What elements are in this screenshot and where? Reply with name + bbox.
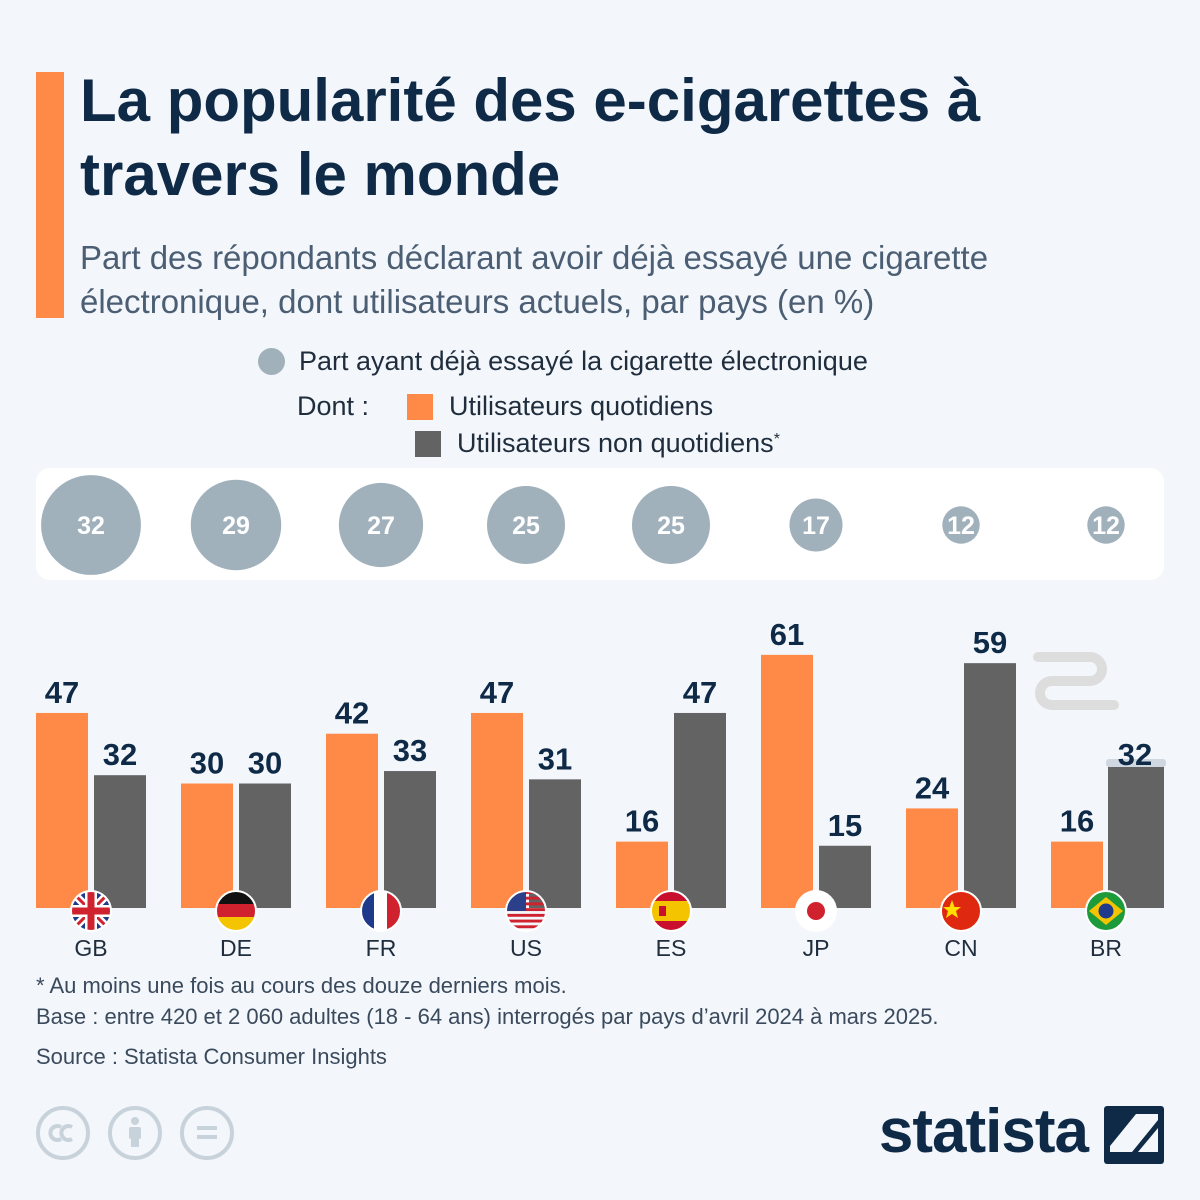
- legend-non-daily-swatch: [415, 430, 441, 457]
- tried-circle-gb: [41, 475, 141, 575]
- legend-non-daily: Utilisateurs non quotidiens *: [415, 428, 780, 459]
- non-daily-bar-es: [674, 712, 726, 908]
- category-label-br: BR: [1090, 935, 1122, 961]
- no-derivatives-icon[interactable]: [180, 1106, 234, 1160]
- tried-value-jp: 17: [802, 512, 830, 540]
- non-daily-value-de: 30: [248, 746, 282, 781]
- non-daily-bar-cn: [964, 663, 1016, 908]
- non-daily-bar-us: [529, 779, 581, 908]
- tried-circle-us: [487, 486, 565, 564]
- cc-icon[interactable]: [36, 1106, 90, 1160]
- category-label-cn: CN: [944, 935, 977, 961]
- flag-es-icon: [650, 890, 692, 932]
- tried-circle-es: [632, 486, 710, 564]
- tried-value-fr: 27: [367, 512, 395, 540]
- non-daily-bar-br: [1109, 775, 1161, 908]
- footnote-note: * Au moins une fois au cours des douze d…: [36, 973, 567, 998]
- tried-circle-cn: [942, 506, 980, 544]
- non-daily-value-us: 31: [538, 741, 572, 776]
- circles-panel: [36, 468, 1164, 580]
- daily-bar-fr: [326, 733, 378, 908]
- daily-value-jp: 61: [770, 617, 804, 652]
- tried-circle-br: [1087, 506, 1125, 544]
- footnote-base: Base : entre 420 et 2 060 adultes (18 - …: [36, 1004, 939, 1029]
- non-daily-value-br: 32: [1118, 737, 1152, 772]
- category-label-fr: FR: [366, 935, 397, 961]
- daily-value-br: 16: [1060, 804, 1094, 839]
- flag-us-icon: [505, 890, 547, 932]
- legend-dont-label: Dont :: [297, 391, 370, 421]
- category-label-us: US: [510, 935, 542, 961]
- daily-bar-us: [471, 712, 523, 908]
- title-accent-bar: [36, 72, 64, 318]
- category-label-gb: GB: [74, 935, 107, 961]
- tried-value-de: 29: [222, 512, 250, 540]
- daily-bar-de: [181, 783, 233, 908]
- legend-tried-label: Part ayant déjà essayé la cigarette élec…: [299, 346, 868, 376]
- daily-value-de: 30: [190, 746, 224, 781]
- tried-value-gb: 32: [77, 512, 105, 540]
- flag-cn-icon: [940, 890, 982, 932]
- tried-value-es: 25: [657, 512, 685, 540]
- page-title: La popularité des e-cigarettes à travers…: [80, 67, 981, 208]
- legend-tried: Part ayant déjà essayé la cigarette élec…: [258, 346, 868, 377]
- flag-de-icon: [215, 890, 257, 932]
- legend-asterisk: *: [773, 430, 780, 448]
- daily-bar-jp: [761, 654, 813, 908]
- tried-value-br: 12: [1092, 512, 1120, 540]
- legend-circle-icon: [258, 348, 285, 375]
- non-daily-value-fr: 33: [393, 733, 427, 768]
- legend-non-daily-label: Utilisateurs non quotidiens: [457, 428, 774, 458]
- non-daily-value-gb: 32: [103, 737, 137, 772]
- tried-value-cn: 12: [947, 512, 975, 540]
- non-daily-value-es: 47: [683, 675, 717, 710]
- legend-daily-label: Utilisateurs quotidiens: [449, 391, 714, 421]
- e-cigarette-chart: 32 29 27 25 25 17 12 12 47 32 30 30 42 33 47 31 16 47 61 1…: [36, 468, 1166, 961]
- non-daily-value-jp: 15: [828, 808, 862, 843]
- daily-value-fr: 42: [335, 696, 369, 731]
- statista-logo-icon: [1104, 1106, 1164, 1164]
- footnotes: * Au moins une fois au cours des douze d…: [36, 970, 939, 1072]
- footnote-source: Source : Statista Consumer Insights: [36, 1044, 387, 1069]
- legend-daily-swatch: [407, 393, 434, 420]
- daily-bar-cn: [906, 808, 958, 908]
- non-daily-bar-gb: [94, 775, 146, 908]
- daily-value-cn: 24: [915, 770, 950, 805]
- flag-gb-icon: [70, 890, 112, 932]
- tried-circle-jp: [789, 498, 843, 552]
- statista-logo[interactable]: statista: [878, 1097, 1089, 1166]
- page-subtitle: Part des répondants déclarant avoir déjà…: [80, 239, 989, 320]
- legend-daily: Dont : Utilisateurs quotidiens: [297, 391, 713, 422]
- category-label-es: ES: [656, 935, 687, 961]
- flag-jp-icon: [795, 890, 837, 932]
- attribution-icon[interactable]: [108, 1106, 162, 1160]
- flag-fr-icon: [360, 890, 402, 932]
- tried-circle-de: [190, 479, 282, 571]
- tried-value-us: 25: [512, 512, 540, 540]
- non-daily-value-cn: 59: [973, 625, 1007, 660]
- category-label-de: DE: [220, 935, 252, 961]
- non-daily-bar-de: [239, 783, 291, 908]
- daily-bar-gb: [36, 712, 88, 908]
- daily-value-gb: 47: [45, 675, 79, 710]
- flag-br-icon: [1085, 890, 1127, 932]
- daily-value-us: 47: [480, 675, 514, 710]
- non-daily-bar-fr: [384, 771, 436, 908]
- category-label-jp: JP: [803, 935, 830, 961]
- daily-value-es: 16: [625, 804, 659, 839]
- tried-circle-fr: [338, 482, 424, 568]
